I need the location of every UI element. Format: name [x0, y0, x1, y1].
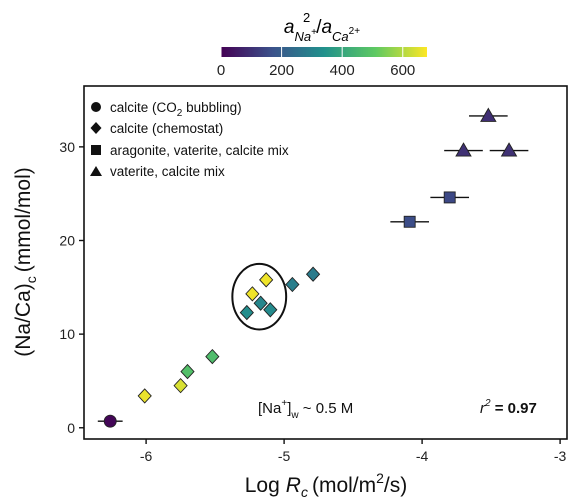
data-point-triangle [455, 142, 472, 157]
data-point-diamond [305, 266, 321, 282]
y-tick-label: 10 [59, 326, 75, 342]
x-axis-label: Log Rc (mol/m2/s) [245, 470, 408, 500]
y-axis-label: (Na/Ca)c(mmol/mol) [12, 167, 39, 357]
data-point-diamond [253, 295, 268, 311]
highlight-ellipse [231, 262, 288, 331]
data-point-triangle [480, 107, 497, 122]
data-point-diamond [259, 272, 274, 288]
data-point-diamond [285, 276, 300, 293]
colorbar-tick-label: 200 [269, 62, 294, 79]
data-point-circle [103, 414, 117, 428]
legend-marker-square [91, 145, 101, 155]
colorbar-tick-label: 600 [390, 62, 415, 79]
data-point-diamond [263, 302, 278, 318]
y-tick-label: 30 [59, 139, 75, 155]
x-axis: -6 -5 -4 -3 [140, 439, 567, 464]
y-axis: 0 10 20 30 [59, 139, 84, 436]
data-point-diamond [205, 348, 220, 365]
data-point-diamond [180, 363, 195, 380]
x-tick-label: -4 [416, 448, 429, 464]
colorbar-ticks: 0 200 400 600 [217, 47, 415, 79]
y-tick-label: 20 [59, 232, 75, 248]
legend-marker-circle [91, 102, 101, 112]
legend-label: calcite (chemostat) [110, 121, 223, 136]
colorbar-tick-label: 0 [217, 62, 225, 79]
data-points [97, 107, 529, 428]
data-point-triangle [500, 142, 518, 157]
plot-frame [83, 85, 568, 440]
data-point-square [403, 215, 416, 228]
colorbar-tick-label: 400 [330, 62, 355, 79]
data-point-diamond [137, 388, 152, 404]
x-tick-label: -6 [140, 448, 153, 464]
r-squared-annotation: r2 = 0.97 [480, 398, 537, 417]
colorbar-title: aNa+2/aCa2+ [284, 10, 360, 44]
legend-label: aragonite, vaterite, calcite mix [110, 143, 289, 158]
data-point-diamond [173, 377, 188, 394]
data-point-diamond [245, 286, 260, 302]
data-point-square [443, 191, 456, 204]
legend-label: calcite (CO2 bubbling) [110, 100, 242, 119]
sodium-concentration-annotation: [Na+]w ~ 0.5 M [258, 398, 353, 421]
legend-marker-diamond [90, 122, 102, 134]
x-tick-label: -5 [278, 448, 291, 464]
colorbar [221, 47, 427, 57]
y-tick-label: 0 [67, 420, 75, 436]
data-point-diamond [239, 304, 254, 321]
highlight-ellipse-group [231, 262, 288, 331]
legend: calcite (CO2 bubbling) calcite (chemosta… [90, 100, 289, 179]
legend-label: vaterite, calcite mix [110, 164, 225, 179]
x-tick-label: -3 [554, 448, 567, 464]
legend-marker-triangle [90, 166, 102, 176]
